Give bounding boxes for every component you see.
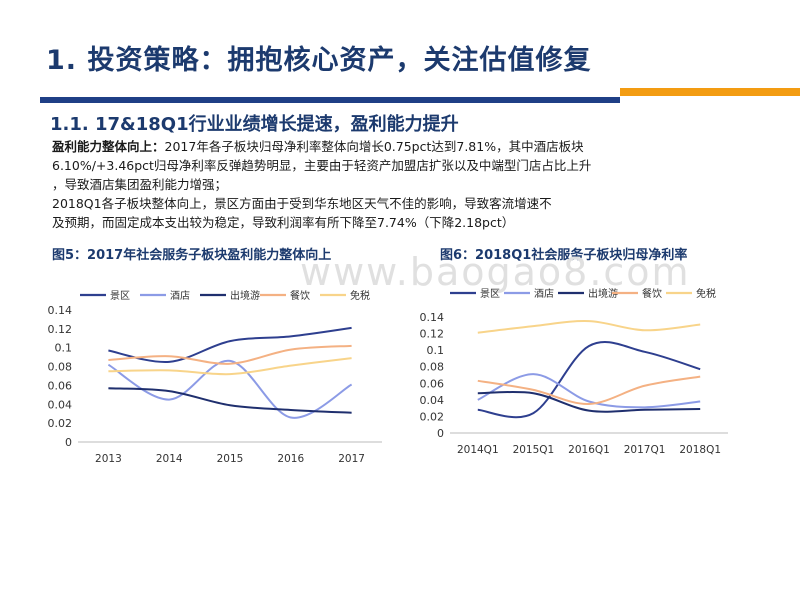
legend-label: 景区 xyxy=(110,290,130,302)
title-underline-orange xyxy=(620,88,800,96)
legend-label: 免税 xyxy=(350,289,370,302)
y-tick-label: 0.14 xyxy=(420,311,445,324)
y-tick-label: 0.1 xyxy=(55,342,73,355)
series-line-免税 xyxy=(477,320,701,334)
y-tick-label: 0.04 xyxy=(48,398,73,411)
x-tick-label: 2016Q1 xyxy=(568,444,610,456)
x-tick-label: 2014 xyxy=(156,453,183,465)
legend-label: 酒店 xyxy=(170,289,190,302)
series-line-酒店 xyxy=(477,373,701,409)
legend-label: 免税 xyxy=(696,287,716,300)
legend-label: 餐饮 xyxy=(290,289,310,302)
title-underline-blue xyxy=(40,97,620,103)
x-tick-label: 2015 xyxy=(217,453,244,465)
series-line-免税 xyxy=(108,357,352,376)
paragraph-text: 2017年各子板块归母净利率整体向增长0.75pct达到7.81%，其中酒店板块 xyxy=(164,139,584,154)
page-title: 1. 投资策略：拥抱核心资产，关注估值修复 xyxy=(46,45,592,76)
paragraph-lead: 盈利能力整体向上： xyxy=(52,139,165,154)
section-subtitle: 1.1. 17&18Q1行业业绩增长提速，盈利能力提升 xyxy=(50,114,459,135)
y-tick-label: 0.08 xyxy=(48,361,73,374)
figure-6-title: 图6：2018Q1社会服务子板块归母净利率 xyxy=(440,248,688,263)
paragraph-line: 及预期，而固定成本支出较为稳定，导致利润率有所下降至7.74%（下降2.18pc… xyxy=(52,215,515,230)
x-tick-label: 2018Q1 xyxy=(679,444,721,456)
legend-label: 出境游 xyxy=(230,289,260,302)
x-tick-label: 2017 xyxy=(338,453,365,465)
series-line-餐饮 xyxy=(477,375,701,406)
y-tick-label: 0.02 xyxy=(420,410,445,423)
y-tick-label: 0.04 xyxy=(420,394,445,407)
paragraph-line: 6.10%/+3.46pct归母净利率反弹趋势明显，主要由于轻资产加盟店扩张以及… xyxy=(52,158,592,173)
series-line-餐饮 xyxy=(108,344,352,365)
legend-label: 出境游 xyxy=(588,287,618,300)
x-tick-label: 2016 xyxy=(277,453,304,465)
series-line-酒店 xyxy=(107,359,353,419)
chart-figure-6: 景区 酒店 出境游 餐饮 免税 0 0.02 0.04 0.06 0.08 0.1 0.12 0.14 2… xyxy=(420,287,728,456)
y-tick-label: 0.02 xyxy=(48,417,73,430)
legend-label: 酒店 xyxy=(534,287,554,300)
series-line-出境游 xyxy=(477,390,701,413)
y-tick-label: 0.1 xyxy=(427,344,445,357)
y-tick-label: 0.14 xyxy=(48,304,73,317)
legend-label: 景区 xyxy=(480,288,500,300)
paragraph-line: 2018Q1各子板块整体向上，景区方面由于受到华东地区天气不佳的影响，导致客流增… xyxy=(52,196,552,211)
y-tick-label: 0.12 xyxy=(420,328,445,341)
chart-figure-5: 景区 酒店 出境游 餐饮 免税 0 0.02 0.04 0.06 0.08 0.1 0.12 0.14 2… xyxy=(48,289,382,465)
y-tick-label: 0 xyxy=(437,427,444,440)
series-line-出境游 xyxy=(108,387,352,414)
y-tick-label: 0.06 xyxy=(48,379,73,392)
y-tick-label: 0.06 xyxy=(420,377,445,390)
x-tick-label: 2013 xyxy=(95,453,122,465)
series-line-景区 xyxy=(477,341,701,419)
x-tick-label: 2017Q1 xyxy=(624,444,666,456)
watermark: www.baogao8.com xyxy=(300,250,691,294)
series-line-景区 xyxy=(108,326,352,363)
x-tick-label: 2014Q1 xyxy=(457,444,499,456)
paragraph-line: 盈利能力整体向上：2017年各子板块归母净利率整体向增长0.75pct达到7.8… xyxy=(52,137,584,156)
legend-label: 餐饮 xyxy=(642,287,662,300)
y-tick-label: 0.08 xyxy=(420,361,445,374)
y-tick-label: 0.12 xyxy=(48,323,73,336)
paragraph-line: ，导致酒店集团盈利能力增强； xyxy=(52,177,228,192)
x-tick-label: 2015Q1 xyxy=(513,444,555,456)
figure-5-title: 图5：2017年社会服务子板块盈利能力整体向上 xyxy=(52,248,332,263)
y-tick-label: 0 xyxy=(65,436,72,449)
